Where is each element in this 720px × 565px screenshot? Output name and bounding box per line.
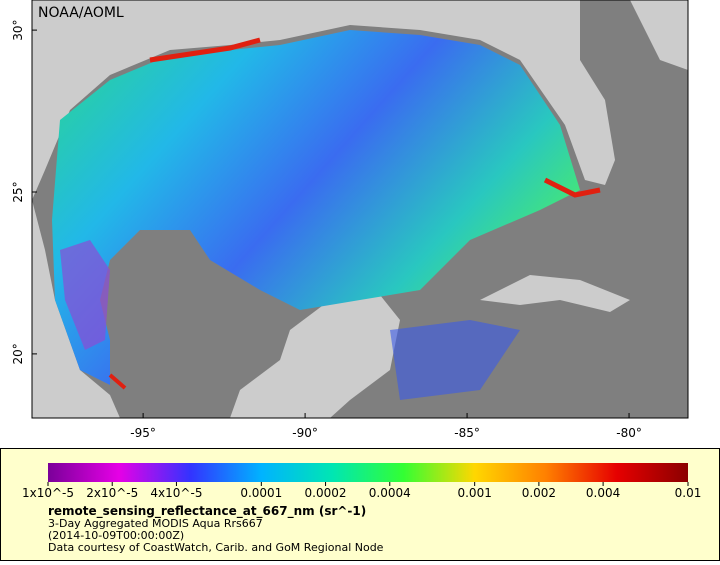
y-tick-label: 30° xyxy=(11,19,25,40)
colorbar-tick-label: 0.0001 xyxy=(240,486,282,500)
x-tick-label: -85° xyxy=(454,426,480,440)
legend-title: remote_sensing_reflectance_at_667_nm (sr… xyxy=(48,504,366,519)
colorbar-tick-label: 0.004 xyxy=(586,486,620,500)
legend-line: (2014-10-09T00:00:00Z) xyxy=(48,529,184,542)
colorbar-tick-label: 0.0004 xyxy=(369,486,411,500)
map-frame xyxy=(31,0,689,419)
y-tick-label: 25° xyxy=(11,181,25,202)
x-tick-label: -95° xyxy=(130,426,156,440)
map-image xyxy=(32,0,688,418)
credit: NOAA/AOML xyxy=(38,5,124,21)
colorbar-tick-label: 0.0002 xyxy=(305,486,347,500)
colorbar-tick-label: 2x10^-5 xyxy=(86,486,138,500)
colorbar-tick-label: 0.002 xyxy=(522,486,556,500)
x-tick-label: -80° xyxy=(616,426,642,440)
x-tick-label: -90° xyxy=(292,426,318,440)
colorbar-tick-label: 1x10^-5 xyxy=(22,486,74,500)
colorbar-tick-label: 4x10^-5 xyxy=(150,486,202,500)
y-tick-label: 20° xyxy=(11,343,25,364)
legend-line: 3-Day Aggregated MODIS Aqua Rrs667 xyxy=(48,517,263,530)
colorbar xyxy=(48,463,688,482)
axes: -95° -90° -85° -80° 20° 25° 30° xyxy=(11,19,642,440)
legend-line: Data courtesy of CoastWatch, Carib. and … xyxy=(48,541,384,554)
colorbar-tick-label: 0.01 xyxy=(675,486,702,500)
legend-lines: 3-Day Aggregated MODIS Aqua Rrs667(2014-… xyxy=(48,517,384,554)
colorbar-tick-label: 0.001 xyxy=(457,486,491,500)
colorbar-ticks: 1x10^-5 2x10^-5 4x10^-5 0.0001 0.0002 0.0004 0… xyxy=(22,482,701,500)
